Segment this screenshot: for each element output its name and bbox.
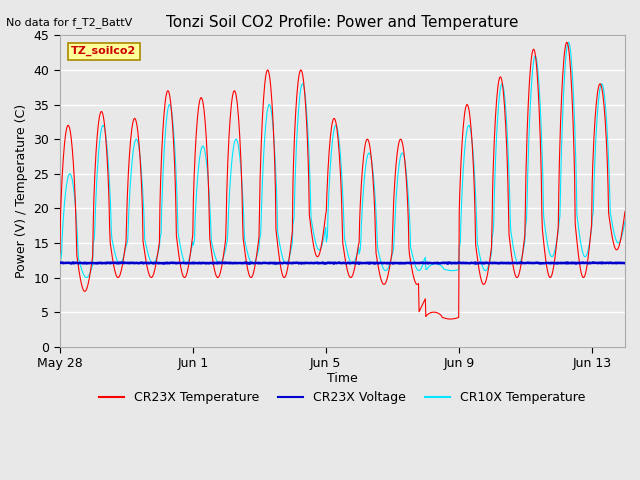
- Text: No data for f_T2_BattV: No data for f_T2_BattV: [6, 17, 132, 28]
- Title: Tonzi Soil CO2 Profile: Power and Temperature: Tonzi Soil CO2 Profile: Power and Temper…: [166, 15, 518, 30]
- Y-axis label: Power (V) / Temperature (C): Power (V) / Temperature (C): [15, 104, 28, 278]
- X-axis label: Time: Time: [327, 372, 358, 384]
- Legend: CR23X Temperature, CR23X Voltage, CR10X Temperature: CR23X Temperature, CR23X Voltage, CR10X …: [95, 386, 591, 409]
- Text: TZ_soilco2: TZ_soilco2: [71, 46, 136, 56]
